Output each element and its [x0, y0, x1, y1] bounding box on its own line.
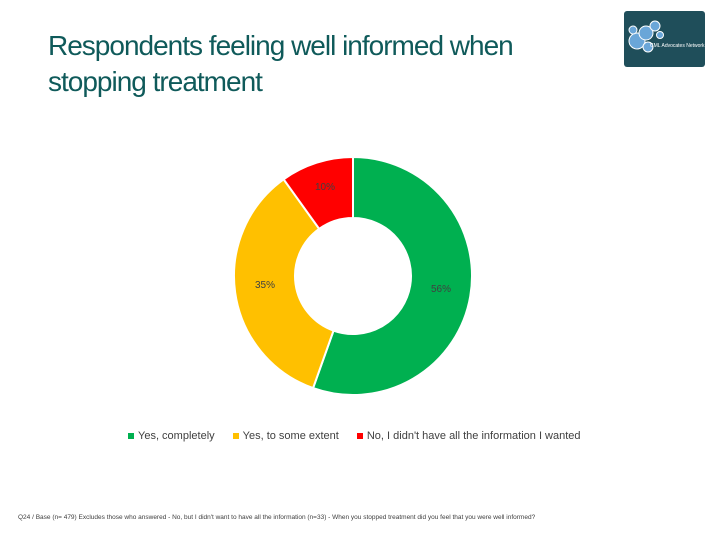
chart-legend: Yes, completely Yes, to some extent No, …	[128, 428, 581, 444]
slice-data-label: 10%	[315, 182, 335, 193]
title-line-1: Respondents feeling well informed when	[48, 30, 514, 61]
donut-chart: 56% 35% 10%	[233, 155, 473, 396]
legend-swatch	[356, 433, 363, 439]
slice-yes-some-extent	[233, 177, 335, 390]
legend-item-no-information: No, I didn't have all the information I …	[356, 430, 581, 442]
legend-item-yes-completely: Yes, completely	[128, 430, 215, 442]
slice-data-label: 35%	[255, 280, 275, 291]
legend-item-yes-some-extent: Yes, to some extent	[232, 430, 339, 442]
legend-label: No, I didn't have all the information I …	[366, 430, 581, 442]
slice-data-label: 56%	[431, 284, 451, 295]
logo-text: CML Advocates Network	[650, 43, 705, 49]
legend-swatch	[232, 433, 239, 439]
title-line-2: stopping treatment	[48, 66, 263, 97]
legend-swatch	[128, 433, 134, 439]
legend-label: Yes, to some extent	[242, 430, 339, 442]
cell-cluster-icon	[628, 20, 664, 53]
slice-no-information	[282, 155, 354, 231]
logo: CML Advocates Network	[624, 11, 705, 67]
page-title: Respondents feeling well informed when s…	[48, 28, 608, 100]
legend-label: Yes, completely	[138, 430, 215, 442]
slice-yes-completely	[311, 155, 473, 396]
footnote: Q24 / Base (n= 479) Excludes those who a…	[18, 514, 536, 521]
